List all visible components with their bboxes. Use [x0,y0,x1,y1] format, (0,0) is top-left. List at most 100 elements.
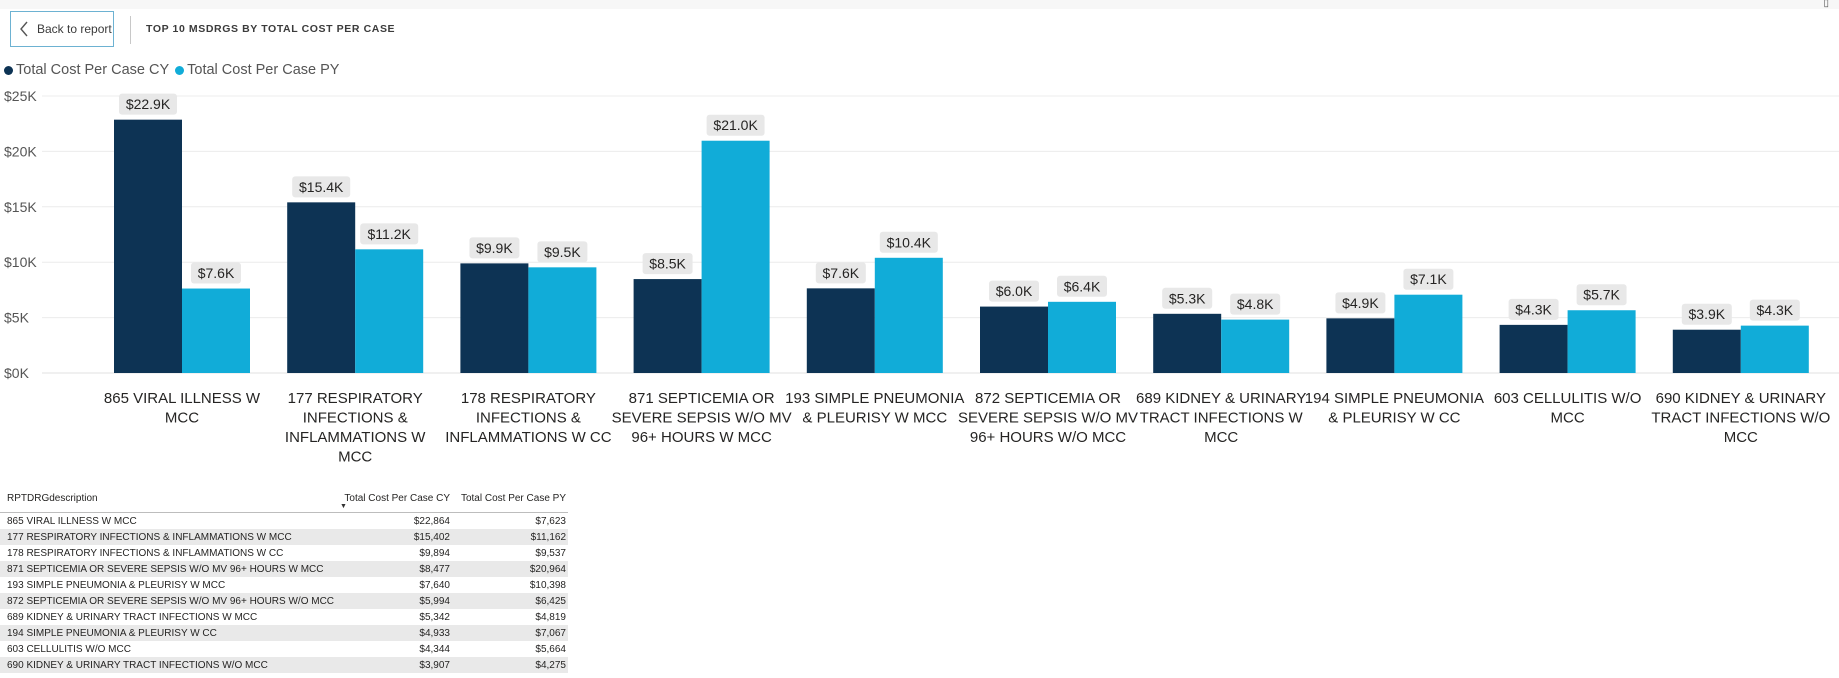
x-tick-label: 871 SEPTICEMIA OR [629,390,775,407]
legend-item-py[interactable]: Total Cost Per Case PY [175,62,339,78]
column-header-cost-py[interactable]: Total Cost Per Case PY [460,492,566,504]
data-label-box [815,262,866,284]
bar [1221,319,1290,373]
cell-cost-cy: $5,342 [419,611,450,623]
x-tick-label: & PLEURISY W MCC [802,410,947,427]
bar [1567,310,1636,373]
cell-description: 177 RESPIRATORY INFECTIONS & INFLAMMATIO… [7,531,292,543]
x-tick-label: SEVERE SEPSIS W/O MV [612,410,792,427]
table-row[interactable]: 178 RESPIRATORY INFECTIONS & INFLAMMATIO… [0,545,568,561]
data-label: $4.3K [1515,301,1552,317]
data-label: $9.9K [476,240,513,256]
x-tick-label: MCC [1551,410,1585,427]
column-header-cost-cy[interactable]: Total Cost Per Case CY [344,492,450,504]
x-tick-label: MCC [338,449,372,466]
x-tick-label: 865 VIRAL ILLNESS W [104,390,261,407]
x-tick-label: INFECTIONS & [303,410,408,427]
data-label: $22.9K [126,96,171,112]
y-tick-label: $0K [4,365,30,381]
cell-cost-py: $6,425 [535,595,566,607]
bar [460,263,529,373]
chart-legend: Total Cost Per Case CY Total Cost Per Ca… [4,62,345,78]
top-strip [0,0,1839,9]
data-label-box [1230,293,1281,315]
cell-description: 865 VIRAL ILLNESS W MCC [7,515,137,527]
data-label: $8.5K [649,256,686,272]
data-label-box [879,231,938,253]
data-label-box [1403,268,1454,290]
cell-description: 603 CELLULITIS W/O MCC [7,643,131,655]
table-row[interactable]: 177 RESPIRATORY INFECTIONS & INFLAMMATIO… [0,529,568,545]
cell-cost-cy: $9,894 [419,547,450,559]
column-header-description[interactable]: RPTDRGdescription [7,492,98,504]
data-label-box [537,241,588,263]
table-row[interactable]: 194 SIMPLE PNEUMONIA & PLEURISY W CC $4,9… [0,625,568,641]
legend-label-cy: Total Cost Per Case CY [16,62,170,78]
data-label: $15.4K [299,179,344,195]
cell-cost-py: $4,275 [535,659,566,671]
data-table: RPTDRGdescription Total Cost Per Case CY… [0,484,568,673]
data-label: $3.9K [1689,306,1726,322]
back-to-report-button[interactable]: Back to report [10,11,114,47]
x-tick-label: 177 RESPIRATORY [288,390,423,407]
bar [874,257,943,373]
table-body: 865 VIRAL ILLNESS W MCC $22,864 $7,623 177 … [0,513,568,673]
data-label-box [642,253,693,275]
data-label: $11.2K [368,226,412,242]
data-label: $5.3K [1169,290,1206,306]
x-tick-label: INFECTIONS & [476,410,581,427]
data-label-box [989,280,1039,302]
data-label: $9.5K [544,244,581,260]
x-tick-label: INFLAMMATIONS W [285,429,426,446]
bar [1153,313,1222,373]
data-label: $7.6K [198,265,235,281]
data-label-box [360,223,419,245]
cell-description: 193 SIMPLE PNEUMONIA & PLEURISY W MCC [7,579,226,591]
cell-cost-py: $9,537 [535,547,566,559]
cell-cost-cy: $3,907 [419,659,450,671]
y-tick-label: $10K [4,254,37,270]
cell-cost-py: $4,819 [535,611,566,623]
table-row[interactable]: 603 CELLULITIS W/O MCC $4,344 $5,664 [0,641,568,657]
x-tick-label: 96+ HOURS W/O MCC [970,429,1126,446]
chevron-left-icon [11,21,37,37]
x-tick-label: 96+ HOURS W MCC [631,429,772,446]
cell-description: 872 SEPTICEMIA OR SEVERE SEPSIS W/O MV 9… [7,595,334,607]
cell-description: 689 KIDNEY & URINARY TRACT INFECTIONS W … [7,611,258,623]
data-label-box [1335,292,1386,314]
y-tick-label: $20K [4,143,37,159]
bar [355,249,424,373]
sort-descending-icon: ▼ [340,503,347,510]
bar [182,288,250,373]
window-corner-icon[interactable]: ▯ [1823,0,1829,9]
data-label-box [191,262,241,284]
data-label-box [706,114,765,136]
x-tick-label: 872 SEPTICEMIA OR [975,390,1121,407]
cell-description: 178 RESPIRATORY INFECTIONS & INFLAMMATIO… [7,547,284,559]
x-tick-label: & PLEURISY W CC [1328,410,1460,427]
data-label-box [1681,303,1732,325]
table-row[interactable]: 193 SIMPLE PNEUMONIA & PLEURISY W MCC $7,… [0,577,568,593]
table-row[interactable]: 689 KIDNEY & URINARY TRACT INFECTIONS W … [0,609,568,625]
cell-cost-cy: $7,640 [419,579,450,591]
bar [1394,294,1463,373]
cell-cost-py: $7,067 [535,627,566,639]
table-row[interactable]: 690 KIDNEY & URINARY TRACT INFECTIONS W/… [0,657,568,673]
cell-cost-cy: $15,402 [413,531,450,543]
data-label-box [469,237,520,259]
cell-cost-py: $20,964 [529,563,566,575]
y-tick-label: $15K [4,199,37,215]
x-tick-label: TRACT INFECTIONS W [1140,410,1304,427]
bar [1326,318,1395,373]
legend-label-py: Total Cost Per Case PY [187,62,340,78]
table-row[interactable]: 871 SEPTICEMIA OR SEVERE SEPSIS W/O MV 9… [0,561,568,577]
bar [1740,325,1809,373]
bar [980,306,1048,373]
bar [633,279,702,373]
bar [806,288,875,373]
legend-item-cy[interactable]: Total Cost Per Case CY [4,62,169,78]
table-row[interactable]: 865 VIRAL ILLNESS W MCC $22,864 $7,623 [0,513,568,529]
data-label: $6.0K [996,283,1033,299]
table-row[interactable]: 872 SEPTICEMIA OR SEVERE SEPSIS W/O MV 9… [0,593,568,609]
bar [528,267,597,373]
